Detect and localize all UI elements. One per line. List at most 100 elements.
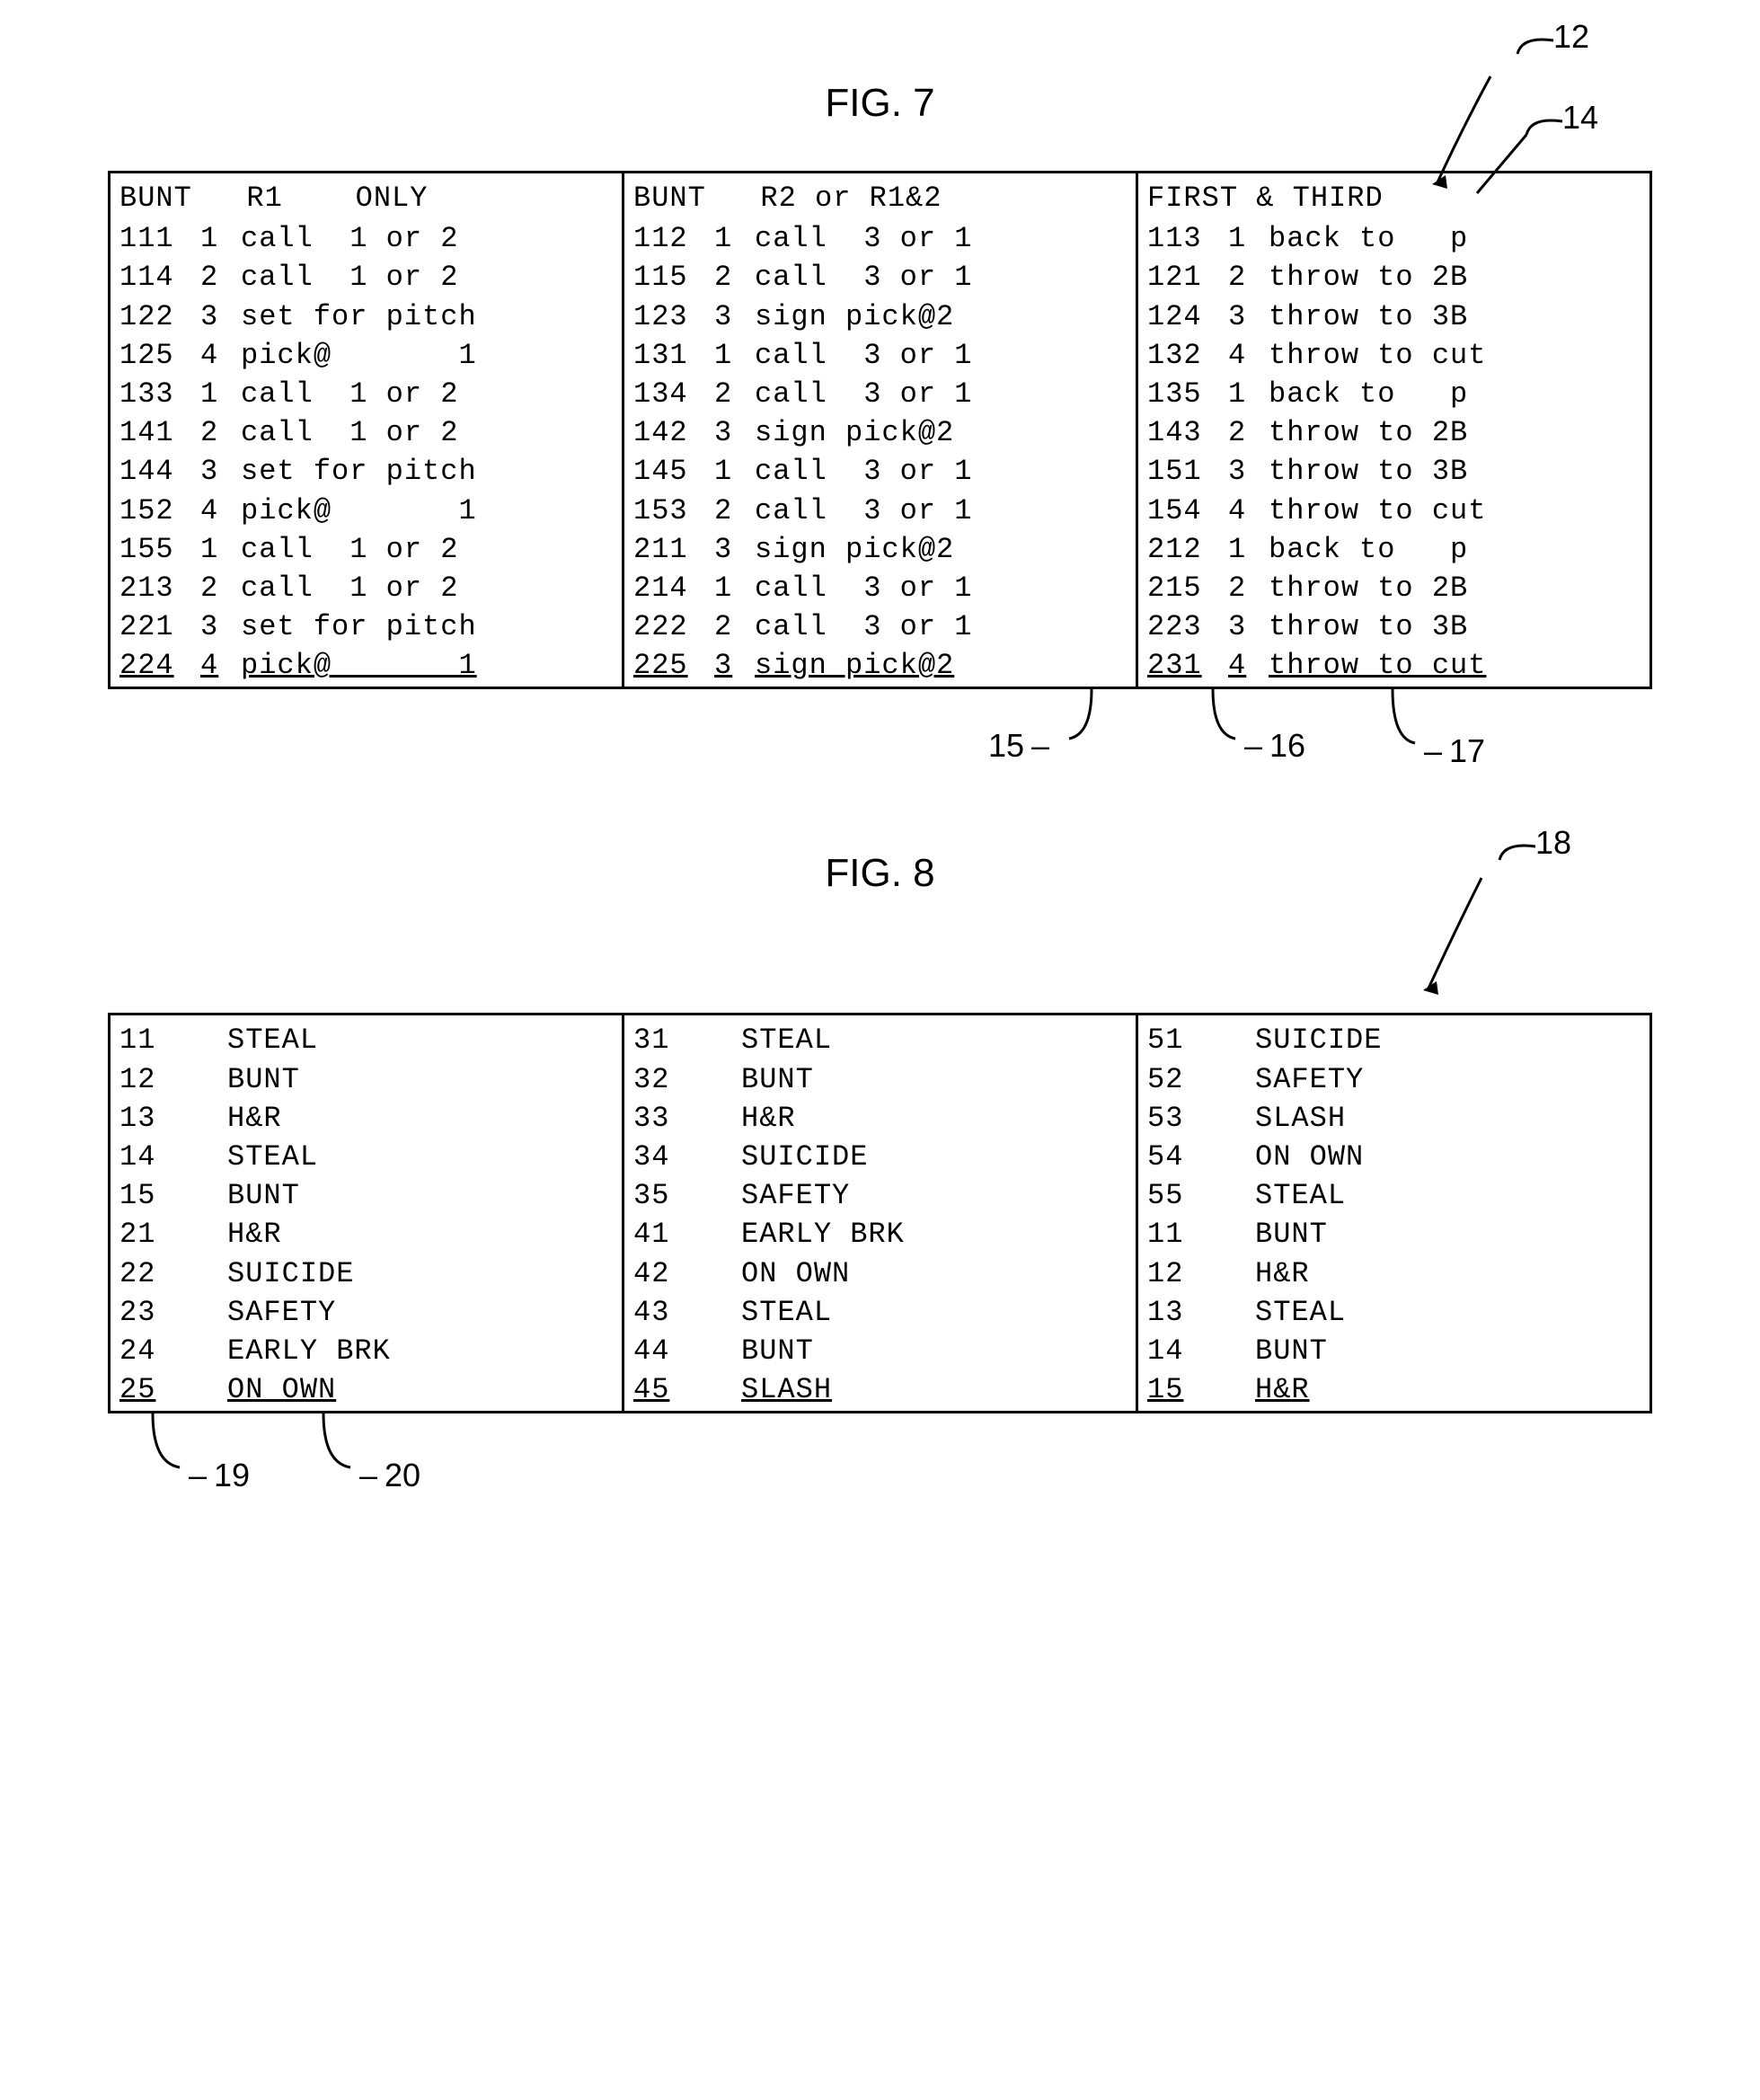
table-row: 1432throw to 2B (1147, 413, 1641, 452)
cell-num: 3 (714, 530, 755, 569)
cell-play: sign pick@2 (755, 413, 1127, 452)
table-row: 15BUNT (119, 1176, 613, 1215)
cell-play: back to p (1269, 375, 1641, 413)
col-rows: 1131back to p1212throw to 2B1243throw to… (1147, 219, 1641, 685)
cell-code: 55 (1147, 1176, 1255, 1215)
cell-num: 2 (1228, 258, 1269, 297)
callout-19: –19 (189, 1457, 250, 1494)
fig7-bottom-callouts: 15– –16 –17 (108, 689, 1652, 797)
callout-20: –20 (359, 1457, 420, 1494)
table-row: 41EARLY BRK (633, 1215, 1127, 1254)
col-header: BUNT R2 or R1&2 (633, 179, 1127, 217)
table-row: 1524pick@ 1 (119, 492, 613, 530)
cell-code: 112 (633, 219, 714, 258)
cell-play: back to p (1269, 219, 1641, 258)
cell-play: throw to cut (1269, 646, 1641, 685)
table-row: 2121back to p (1147, 530, 1641, 569)
table-row: 1212throw to 2B (1147, 258, 1641, 297)
figure-7: 12 14 FIG. 7 BUNT R1 ONLY 1111call 1 or … (108, 81, 1652, 797)
col-rows: 1121call 3 or 11152call 3 or 11233sign p… (633, 219, 1127, 685)
cell-num: 1 (200, 530, 241, 569)
table-row: 1423sign pick@2 (633, 413, 1127, 452)
cell-num: 1 (714, 569, 755, 607)
cell-play: throw to cut (1269, 492, 1641, 530)
cell-num: 3 (200, 297, 241, 336)
cell-code: 42 (633, 1254, 741, 1293)
cell-play: throw to 2B (1269, 413, 1641, 452)
cell-code: 231 (1147, 646, 1228, 685)
cell-num: 3 (200, 452, 241, 491)
cell-code: 133 (119, 375, 200, 413)
table-row: 35SAFETY (633, 1176, 1127, 1215)
table-row: 53SLASH (1147, 1099, 1641, 1138)
table-row: 1223set for pitch (119, 297, 613, 336)
table-row: 43STEAL (633, 1293, 1127, 1332)
table-row: 2253sign pick@2 (633, 646, 1127, 685)
cell-code: 214 (633, 569, 714, 607)
cell-code: 145 (633, 452, 714, 491)
cell-num: 4 (200, 646, 241, 685)
cell-num: 4 (1228, 336, 1269, 375)
cell-play: pick@ 1 (241, 336, 613, 375)
table-row: 24EARLY BRK (119, 1332, 613, 1370)
cell-num: 1 (714, 452, 755, 491)
table-row: 13STEAL (1147, 1293, 1641, 1332)
cell-code: 124 (1147, 297, 1228, 336)
cell-play: throw to 3B (1269, 607, 1641, 646)
col-header: BUNT R1 ONLY (119, 179, 613, 217)
table-row: 1111call 1 or 2 (119, 219, 613, 258)
cell-play: call 3 or 1 (755, 258, 1127, 297)
cell-code: 141 (119, 413, 200, 452)
callout-14: 14 (1562, 99, 1598, 137)
callout-17: –17 (1424, 732, 1485, 770)
cell-play: BUNT (741, 1332, 1127, 1370)
fig7-col-2: FIRST & THIRD 1131back to p1212throw to … (1136, 173, 1649, 687)
callout-16: –16 (1244, 727, 1305, 765)
cell-code: 25 (119, 1370, 227, 1409)
cell-code: 22 (119, 1254, 227, 1293)
cell-play: call 1 or 2 (241, 569, 613, 607)
table-row: 2233throw to 3B (1147, 607, 1641, 646)
cell-num: 1 (1228, 219, 1269, 258)
callout-15: 15– (988, 727, 1057, 765)
cell-code: 43 (633, 1293, 741, 1332)
cell-play: SAFETY (1255, 1060, 1641, 1099)
cell-code: 221 (119, 607, 200, 646)
cell-play: ON OWN (741, 1254, 1127, 1293)
table-row: 1551call 1 or 2 (119, 530, 613, 569)
cell-num: 4 (1228, 492, 1269, 530)
cell-play: sign pick@2 (755, 297, 1127, 336)
cell-play: BUNT (741, 1060, 1127, 1099)
cell-play: call 3 or 1 (755, 336, 1127, 375)
cell-num: 3 (714, 297, 755, 336)
cell-code: 34 (633, 1138, 741, 1176)
table-row: 25ON OWN (119, 1370, 613, 1409)
cell-play: BUNT (227, 1060, 613, 1099)
table-row: 1254pick@ 1 (119, 336, 613, 375)
table-row: 34SUICIDE (633, 1138, 1127, 1176)
table-row: 51SUICIDE (1147, 1021, 1641, 1059)
table-row: 1121call 3 or 1 (633, 219, 1127, 258)
callout-12: 12 (1553, 18, 1589, 56)
table-row: 2222call 3 or 1 (633, 607, 1127, 646)
cell-code: 23 (119, 1293, 227, 1332)
table-row: 1513throw to 3B (1147, 452, 1641, 491)
fig7-col-0: BUNT R1 ONLY 1111call 1 or 21142call 1 o… (111, 173, 622, 687)
cell-code: 225 (633, 646, 714, 685)
cell-code: 132 (1147, 336, 1228, 375)
cell-code: 45 (633, 1370, 741, 1409)
cell-play: ON OWN (1255, 1138, 1641, 1176)
table-row: 55STEAL (1147, 1176, 1641, 1215)
cell-code: 21 (119, 1215, 227, 1254)
fig7-table: BUNT R1 ONLY 1111call 1 or 21142call 1 o… (108, 171, 1652, 689)
cell-num: 3 (200, 607, 241, 646)
table-row: 45SLASH (633, 1370, 1127, 1409)
table-row: 23SAFETY (119, 1293, 613, 1332)
table-row: 1443set for pitch (119, 452, 613, 491)
cell-code: 212 (1147, 530, 1228, 569)
fig8-bottom-callouts: –19 –20 (108, 1413, 1652, 1521)
cell-play: call 3 or 1 (755, 219, 1127, 258)
cell-num: 1 (200, 219, 241, 258)
cell-code: 14 (1147, 1332, 1255, 1370)
table-row: 1532call 3 or 1 (633, 492, 1127, 530)
